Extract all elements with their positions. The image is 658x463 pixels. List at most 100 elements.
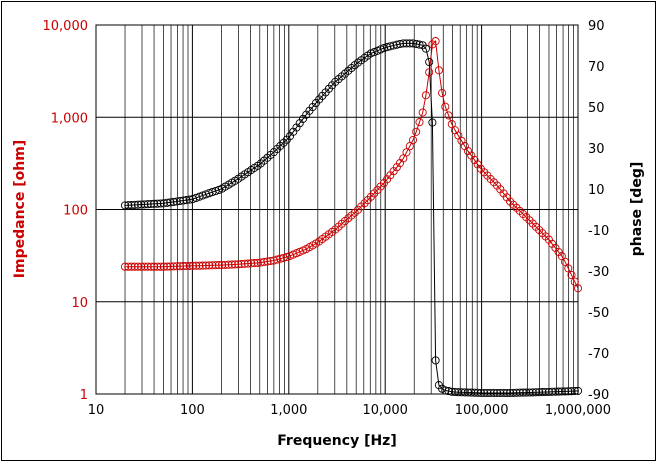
phase-point — [518, 388, 528, 397]
impedance-point — [418, 108, 427, 117]
phase-point — [557, 387, 566, 396]
phase-point — [470, 388, 479, 397]
right-y-tick-label: 70 — [588, 60, 605, 75]
phase-point — [483, 388, 492, 398]
left-y-tick-label: 100 — [63, 204, 88, 219]
phase-point — [431, 356, 440, 365]
impedance-point — [205, 261, 214, 270]
phase-point — [169, 197, 178, 206]
impedance-point — [159, 262, 168, 271]
phase-point — [570, 386, 579, 396]
phase-point — [412, 39, 421, 48]
left-y-tick-label: 1 — [80, 388, 88, 403]
phase-point — [538, 388, 547, 397]
phase-point — [480, 388, 489, 398]
impedance-point — [120, 262, 130, 271]
impedance-point — [195, 261, 204, 270]
phase-point — [450, 387, 460, 397]
phase-point — [454, 388, 463, 397]
impedance-point — [253, 258, 262, 267]
phase-point — [496, 388, 505, 398]
phase-point — [447, 387, 456, 396]
impedance-point — [425, 68, 434, 77]
impedance-point — [163, 262, 172, 271]
impedance-point — [143, 262, 152, 271]
right-y-tick-label: 30 — [588, 142, 605, 157]
impedance-point — [130, 262, 139, 271]
impedance-point — [214, 261, 223, 270]
impedance-point — [146, 262, 155, 271]
phase-point — [408, 39, 418, 48]
x-tick-label: 1,000 — [270, 403, 307, 418]
impedance-point — [166, 262, 175, 271]
phase-point — [441, 386, 450, 395]
phase-point — [179, 196, 188, 205]
phase-point — [175, 196, 185, 206]
impedance-point — [169, 262, 178, 271]
phase-point — [127, 201, 136, 210]
impedance-point — [564, 264, 573, 273]
phase-point — [415, 40, 424, 49]
impedance-point — [250, 259, 259, 268]
left-y-tick-label: 10,000 — [43, 19, 89, 34]
impedance-point — [137, 262, 146, 271]
impedance-point — [240, 259, 249, 268]
impedance-point — [172, 262, 181, 271]
phase-point — [525, 388, 534, 397]
impedance-point — [150, 262, 159, 271]
right-y-tick-label: -70 — [588, 347, 609, 362]
impedance-point — [434, 66, 443, 75]
x-tick-label: 10 — [88, 403, 105, 418]
phase-point — [428, 118, 437, 127]
impedance-point — [573, 284, 583, 293]
phase-point — [405, 39, 414, 48]
impedance-point — [243, 259, 253, 268]
phase-point — [541, 387, 550, 397]
phase-point — [499, 388, 508, 398]
impedance-point — [260, 257, 269, 267]
phase-point — [486, 388, 495, 398]
impedance-point — [266, 256, 275, 266]
phase-point — [156, 199, 165, 208]
phase-point — [146, 199, 155, 209]
phase-point — [476, 388, 485, 398]
impedance-point — [263, 257, 272, 266]
impedance-point — [198, 261, 207, 270]
impedance-point — [224, 260, 233, 269]
x-axis-label: Frequency [Hz] — [277, 433, 396, 449]
impedance-point — [402, 148, 411, 157]
phase-point — [573, 386, 583, 395]
impedance-point — [208, 261, 217, 270]
right-y-tick-label: 90 — [588, 19, 605, 34]
phase-point — [544, 387, 553, 397]
phase-point — [120, 201, 130, 210]
phase-point — [124, 201, 133, 210]
phase-point — [467, 388, 476, 397]
phase-point — [140, 200, 149, 209]
impedance-point — [140, 262, 149, 271]
phase-point — [163, 198, 172, 207]
impedance-point — [567, 270, 576, 280]
phase-point — [399, 39, 408, 48]
phase-point — [182, 196, 191, 205]
impedance-point — [133, 262, 143, 271]
phase-point — [502, 388, 511, 398]
phase-point — [506, 388, 515, 398]
phase-point — [473, 388, 482, 397]
impedance-point — [408, 135, 418, 145]
phase-point — [130, 200, 139, 209]
tick-labels: 10 100 1,000 10,000 100,000 1,000,0001101001,… — [43, 19, 612, 418]
impedance-point — [211, 261, 220, 270]
phase-point — [444, 387, 453, 396]
phase-point — [395, 39, 405, 49]
phase-point — [564, 387, 573, 396]
impedance-line — [125, 39, 579, 289]
impedance-point — [444, 111, 453, 120]
impedance-point — [399, 154, 408, 163]
phase-point — [489, 388, 498, 398]
x-tick-label: 100 — [180, 403, 205, 418]
x-tick-label: 10,000 — [362, 403, 408, 418]
phase-point — [512, 388, 521, 397]
impedance-point — [234, 260, 243, 269]
